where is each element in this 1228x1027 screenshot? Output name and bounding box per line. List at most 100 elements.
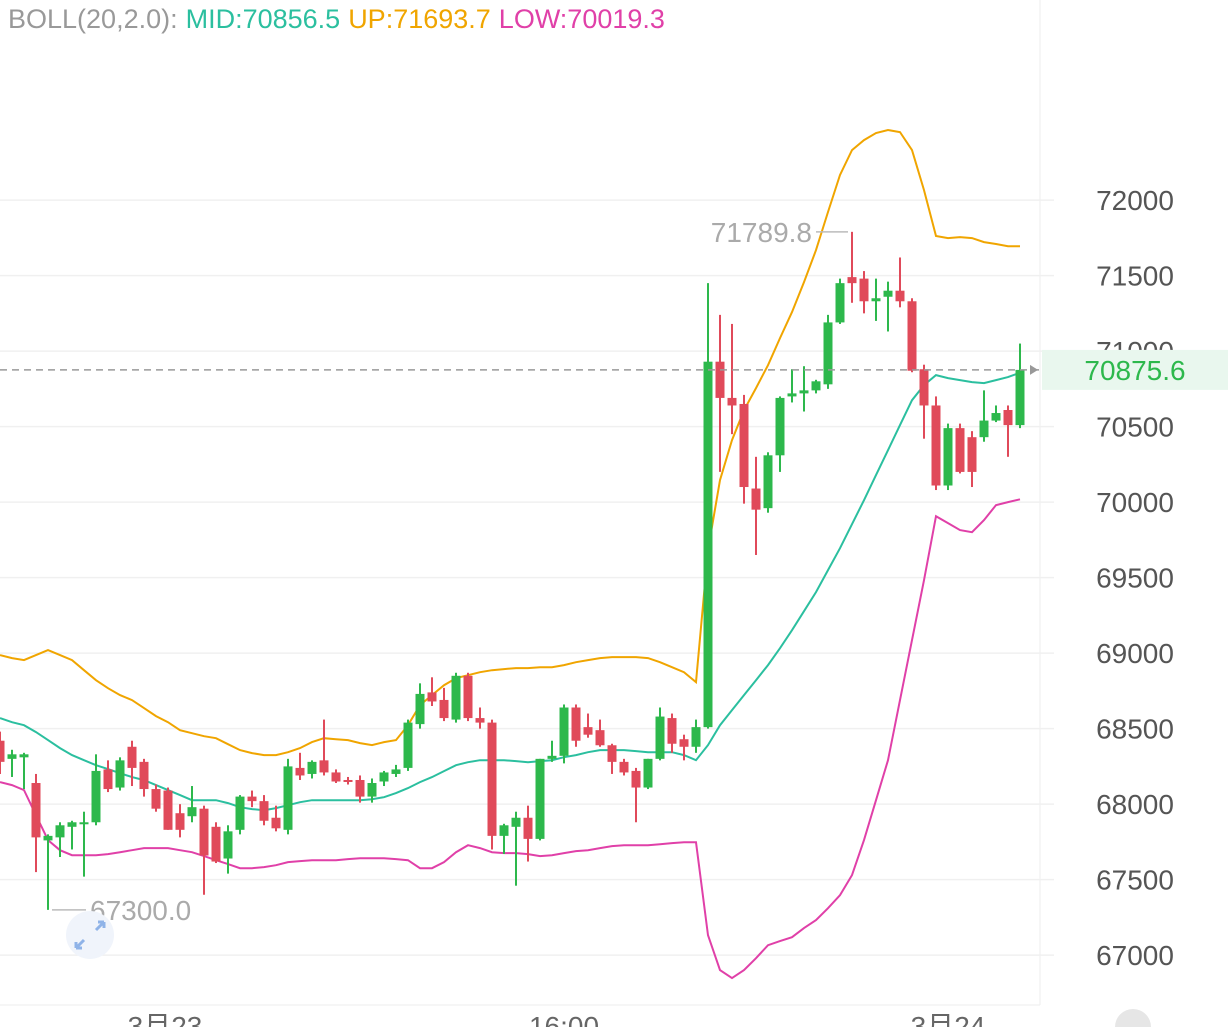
- candle-body: [835, 283, 845, 323]
- x-tick-label: 3月24: [911, 1011, 986, 1027]
- zoom-icon: [74, 920, 106, 950]
- candle-body: [223, 831, 233, 859]
- candle-body: [883, 290, 893, 297]
- candle-body: [979, 420, 989, 438]
- candle-body: [595, 730, 605, 746]
- candle-body: [931, 405, 941, 486]
- candle-body: [379, 772, 389, 782]
- candle-body: [319, 760, 329, 773]
- band-line: [0, 498, 1021, 980]
- candle-body: [535, 758, 545, 839]
- candle-body: [811, 381, 821, 391]
- plot-area: [0, 128, 1025, 980]
- candle-body: [271, 817, 281, 829]
- candle-body: [859, 278, 869, 302]
- y-tick-label: 69000: [1096, 638, 1174, 669]
- y-tick-label: 70000: [1096, 487, 1174, 518]
- band-line: [0, 128, 1021, 757]
- candle-body: [499, 825, 509, 836]
- candle-body: [0, 740, 5, 762]
- x-tick-label: 16:00: [529, 1011, 599, 1027]
- candle-body: [727, 397, 737, 406]
- candle-body: [187, 807, 197, 817]
- candle-body: [343, 779, 353, 782]
- candle-body: [919, 369, 929, 406]
- legend-entry: MID:70856.5: [186, 4, 341, 34]
- candle-body: [43, 835, 53, 841]
- candle-body: [871, 298, 881, 302]
- candle-body: [631, 770, 641, 788]
- legend-entry: UP:71693.7: [348, 4, 491, 34]
- candle-body: [295, 767, 305, 776]
- candle-body: [739, 403, 749, 488]
- candle-body: [31, 783, 41, 838]
- y-tick-label: 69500: [1096, 563, 1174, 594]
- high-label: 71789.8: [711, 217, 812, 248]
- candle-body: [211, 826, 221, 862]
- last-price-label: 70875.6: [1084, 355, 1185, 386]
- candle-body: [235, 796, 245, 830]
- y-tick-label: 72000: [1096, 185, 1174, 216]
- candle-body: [559, 707, 569, 756]
- candle-body: [151, 789, 161, 809]
- candle-body: [451, 675, 461, 720]
- last-price-arrow: [1030, 364, 1038, 375]
- candle-body: [823, 322, 833, 385]
- candle-body: [427, 692, 437, 702]
- settings-button[interactable]: [1115, 1009, 1151, 1027]
- candle-body: [463, 675, 473, 719]
- y-tick-label: 70500: [1096, 412, 1174, 443]
- x-tick-label: 3月23: [128, 1011, 203, 1027]
- candle-body: [247, 796, 257, 802]
- candle-body: [1003, 410, 1013, 426]
- candle-body: [847, 277, 857, 284]
- candle-body: [391, 769, 401, 774]
- candle-body: [571, 707, 581, 741]
- candle-body: [799, 390, 809, 394]
- y-tick-label: 68000: [1096, 789, 1174, 820]
- candle-body: [403, 722, 413, 768]
- candle-body: [355, 779, 365, 797]
- legend-entry: LOW:70019.3: [499, 4, 665, 34]
- candle-body: [907, 301, 917, 371]
- candle-body: [691, 727, 701, 747]
- candle-body: [199, 808, 209, 856]
- last-price-box: [1042, 349, 1228, 390]
- candle-body: [307, 761, 317, 774]
- zoom-button[interactable]: [66, 911, 114, 959]
- candle-body: [511, 817, 521, 827]
- candle-body: [967, 437, 977, 472]
- candle-body: [127, 746, 137, 768]
- candle-body: [439, 699, 449, 719]
- candle-body: [775, 397, 785, 456]
- candle-body: [55, 825, 65, 838]
- y-tick-label: 67500: [1096, 865, 1174, 896]
- candle-body: [91, 770, 101, 823]
- candle-body: [667, 718, 677, 744]
- candle-body: [79, 822, 89, 825]
- candle-body: [523, 817, 533, 839]
- band-line: [0, 371, 1021, 812]
- candle-body: [487, 722, 497, 836]
- candle-body: [643, 758, 653, 788]
- candle-body: [679, 739, 689, 747]
- candle-body: [163, 790, 173, 830]
- candle-body: [619, 761, 629, 773]
- candle-body: [547, 755, 557, 759]
- candle-body: [139, 761, 149, 790]
- candle-body: [331, 772, 341, 782]
- candle-body: [259, 801, 269, 821]
- indicator-name: BOLL(20,2.0):: [8, 4, 178, 34]
- candle-body: [655, 716, 665, 759]
- candle-body: [19, 754, 29, 758]
- candle-body: [751, 488, 761, 510]
- y-tick-label: 68500: [1096, 714, 1174, 745]
- candle-body: [175, 813, 185, 830]
- candle-body: [703, 361, 713, 728]
- candle-body: [787, 393, 797, 397]
- candle-body: [7, 754, 17, 759]
- y-tick-label: 71500: [1096, 261, 1174, 292]
